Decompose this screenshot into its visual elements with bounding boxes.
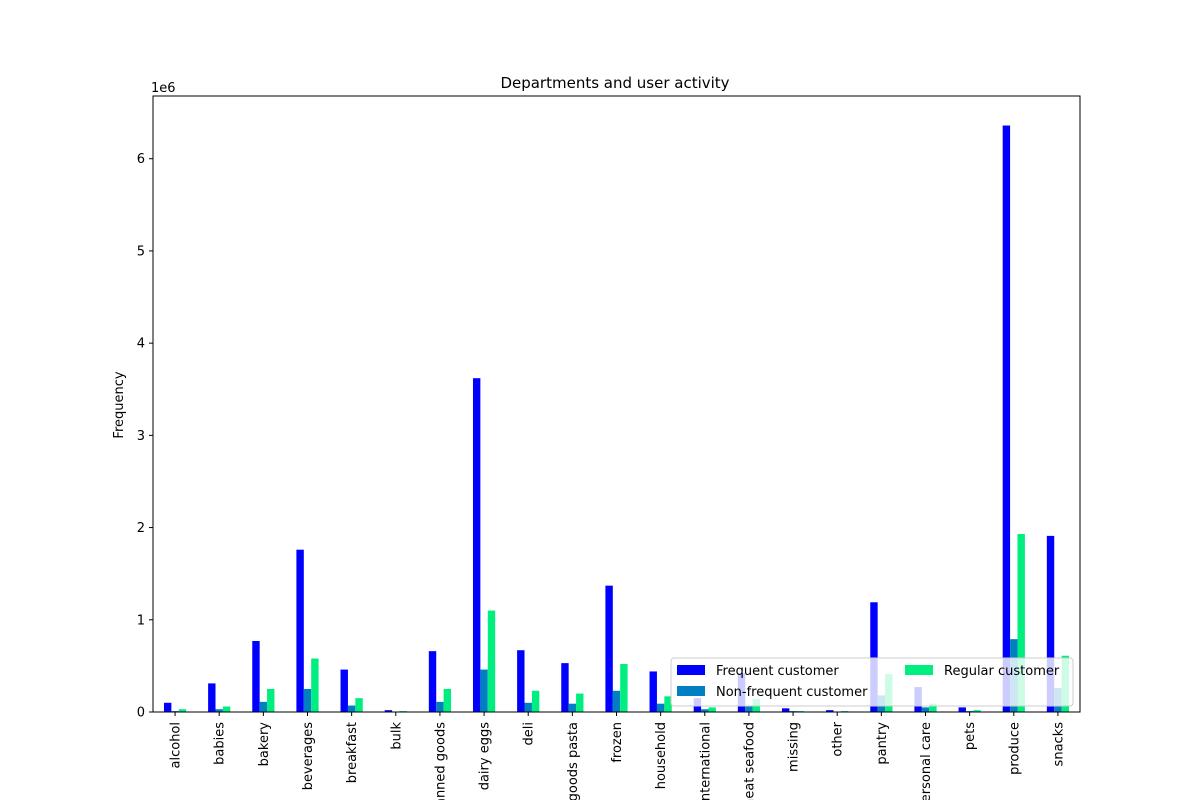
legend-box: [670, 657, 1074, 707]
x-tick-label: dry goods pasta: [566, 722, 581, 800]
bar-canned-goods-series-1: [428, 651, 437, 712]
bar-pantry-series-1: [870, 602, 878, 712]
bar-alcohol-series-3: [178, 709, 187, 712]
x-tick-label: babies: [213, 722, 228, 765]
x-tick-label: canned goods: [433, 722, 448, 800]
x-tick-label: meat seafood: [742, 722, 757, 800]
bar-babies-series-3: [222, 706, 231, 712]
legend: Frequent customer Non-frequent customer Re…: [670, 657, 1074, 707]
bar-international-series-3: [708, 707, 716, 712]
bar-produce-series-1: [1002, 125, 1011, 712]
plot-frame: [152, 95, 1081, 713]
x-tick-label: international: [698, 722, 713, 800]
bar-dry-goods-pasta-series-1: [561, 663, 569, 712]
bar-missing-series-1: [781, 708, 790, 712]
x-tick-label: missing: [787, 722, 802, 772]
y-tick-label: 3: [137, 429, 145, 444]
bar-deli-series-3: [531, 690, 540, 712]
bar-beverages-series-1: [296, 549, 304, 712]
y-tick-label: 2: [137, 521, 145, 536]
bar-alcohol-series-1: [163, 702, 172, 712]
legend-swatch: [677, 665, 705, 675]
bar-international-series-2: [701, 709, 709, 712]
legend-swatch: [677, 686, 705, 696]
bar-frozen-series-2: [612, 690, 621, 712]
bar-personal-care-series-3: [929, 703, 937, 712]
y-axis-label: Frequency: [112, 371, 127, 438]
bar-breakfast-series-2: [347, 705, 356, 712]
bar-canned-goods-series-3: [443, 688, 452, 712]
bar-deli-series-2: [524, 702, 532, 712]
bar-beverages-series-3: [311, 658, 319, 712]
y-tick-label: 5: [137, 244, 145, 259]
y-tick-label: 1: [137, 613, 145, 628]
bar-pets-series-3: [973, 710, 981, 712]
x-tick-label: frozen: [610, 722, 625, 763]
bar-deli-series-1: [517, 650, 525, 712]
bar-dry-goods-pasta-series-3: [576, 693, 584, 712]
bar-canned-goods-series-2: [436, 701, 444, 712]
bar-household-series-1: [649, 671, 657, 712]
x-tick-label: dairy eggs: [478, 722, 493, 791]
bar-dairy-eggs-series-3: [487, 610, 496, 712]
bar-other-series-1: [826, 710, 834, 712]
bar-dairy-eggs-series-2: [480, 669, 488, 712]
x-tick-label: produce: [1007, 722, 1022, 775]
bar-meat-seafood-series-2: [745, 706, 753, 712]
bar-breakfast-series-1: [340, 669, 348, 712]
bar-dry-goods-pasta-series-2: [568, 703, 577, 712]
bar-babies-series-2: [215, 709, 223, 712]
bar-dairy-eggs-series-1: [472, 378, 481, 712]
bar-household-series-2: [656, 703, 665, 712]
chart-title: Departments and user activity: [500, 74, 729, 92]
y-axis-ticks: 0 1 2 3 4 5 6: [137, 152, 153, 721]
x-tick-label: deli: [522, 722, 537, 745]
legend-label: Regular customer: [944, 664, 1060, 679]
bar-produce-series-3: [1017, 534, 1025, 712]
bar-pets-series-1: [958, 707, 966, 712]
bar-frozen-series-1: [605, 585, 613, 712]
bar-beverages-series-2: [303, 688, 312, 712]
x-tick-label: pets: [963, 722, 978, 750]
x-tick-label: pantry: [875, 722, 890, 765]
bar-bakery-series-3: [267, 688, 275, 712]
x-tick-label: other: [831, 721, 846, 756]
bar-snacks-series-1: [1046, 535, 1055, 712]
legend-label: Non-frequent customer: [716, 685, 868, 700]
x-tick-label: bulk: [389, 722, 404, 750]
bar-personal-care-series-2: [921, 707, 930, 712]
bar-frozen-series-3: [620, 664, 628, 712]
x-axis-ticks: alcohol babies bakery beverages breakfast bul…: [169, 712, 1066, 800]
bar-household-series-3: [664, 696, 672, 712]
x-tick-label: alcohol: [169, 722, 184, 768]
legend-label: Frequent customer: [716, 664, 839, 679]
bar-babies-series-1: [208, 683, 216, 712]
bar-bakery-series-2: [259, 701, 268, 712]
y-tick-label: 0: [137, 706, 145, 721]
x-tick-label: bakery: [257, 722, 272, 767]
x-tick-label: personal care: [919, 722, 934, 800]
legend-swatch: [905, 665, 933, 675]
x-tick-label: breakfast: [345, 722, 360, 783]
bars-group: [163, 125, 1070, 712]
bar-breakfast-series-3: [355, 698, 363, 712]
y-tick-label: 6: [137, 152, 145, 167]
y-tick-label: 4: [137, 337, 145, 352]
x-tick-label: beverages: [301, 722, 316, 791]
bar-bakery-series-1: [252, 640, 260, 712]
bar-bulk-series-1: [384, 710, 393, 712]
x-tick-label: household: [654, 722, 669, 789]
y-axis-scale-label: 1e6: [151, 81, 176, 96]
x-tick-label: snacks: [1051, 722, 1066, 767]
